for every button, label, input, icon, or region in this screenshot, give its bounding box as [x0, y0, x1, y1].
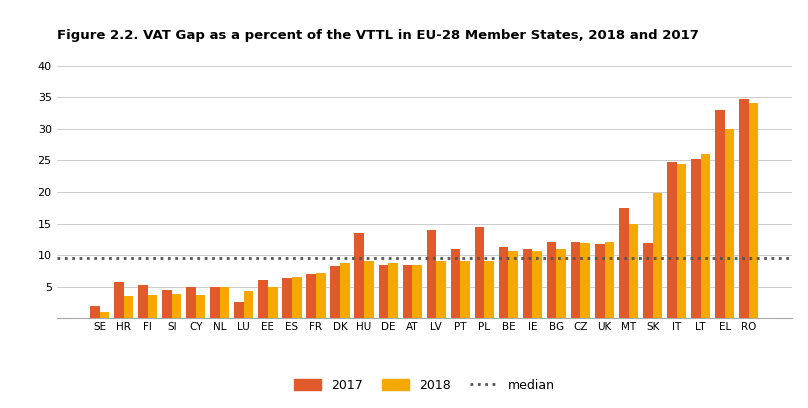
- Bar: [595, 244, 604, 318]
- Bar: [220, 287, 229, 318]
- Bar: [244, 291, 254, 318]
- Bar: [402, 265, 412, 318]
- Bar: [316, 273, 326, 318]
- Bar: [412, 264, 422, 318]
- Bar: [268, 287, 277, 318]
- Bar: [388, 263, 398, 318]
- Bar: [99, 312, 109, 318]
- Bar: [234, 302, 244, 318]
- Bar: [653, 193, 663, 318]
- Bar: [292, 277, 301, 318]
- Bar: [739, 98, 749, 318]
- Bar: [355, 233, 364, 318]
- Bar: [532, 251, 542, 318]
- Bar: [676, 164, 686, 318]
- Bar: [547, 242, 557, 318]
- Bar: [667, 162, 676, 318]
- Bar: [138, 286, 148, 318]
- Bar: [619, 208, 629, 318]
- Bar: [124, 296, 133, 318]
- Bar: [340, 263, 350, 318]
- Bar: [629, 224, 638, 318]
- Bar: [148, 295, 158, 318]
- Bar: [330, 266, 340, 318]
- Bar: [451, 249, 461, 318]
- Bar: [604, 242, 614, 318]
- Bar: [282, 279, 292, 318]
- Bar: [725, 129, 734, 318]
- Bar: [461, 262, 470, 318]
- Bar: [186, 287, 196, 318]
- Bar: [172, 294, 181, 318]
- Bar: [691, 159, 701, 318]
- Bar: [210, 287, 220, 318]
- Bar: [436, 262, 446, 318]
- Bar: [114, 282, 124, 318]
- Bar: [580, 243, 590, 318]
- Bar: [508, 251, 518, 318]
- Bar: [557, 249, 566, 318]
- Bar: [523, 249, 532, 318]
- Bar: [749, 103, 759, 318]
- Bar: [306, 274, 316, 318]
- Bar: [571, 242, 580, 318]
- Bar: [196, 295, 205, 318]
- Bar: [701, 154, 710, 318]
- Bar: [715, 110, 725, 318]
- Bar: [90, 306, 99, 318]
- Legend: 2017, 2018, median: 2017, 2018, median: [289, 374, 559, 397]
- Bar: [499, 247, 508, 318]
- Bar: [484, 261, 494, 318]
- Text: Figure 2.2. VAT Gap as a percent of the VTTL in EU-28 Member States, 2018 and 20: Figure 2.2. VAT Gap as a percent of the …: [57, 29, 698, 42]
- Bar: [643, 243, 653, 318]
- Bar: [259, 280, 268, 318]
- Bar: [364, 262, 374, 318]
- Bar: [162, 290, 172, 318]
- Bar: [474, 227, 484, 318]
- Bar: [427, 231, 436, 318]
- Bar: [378, 264, 388, 318]
